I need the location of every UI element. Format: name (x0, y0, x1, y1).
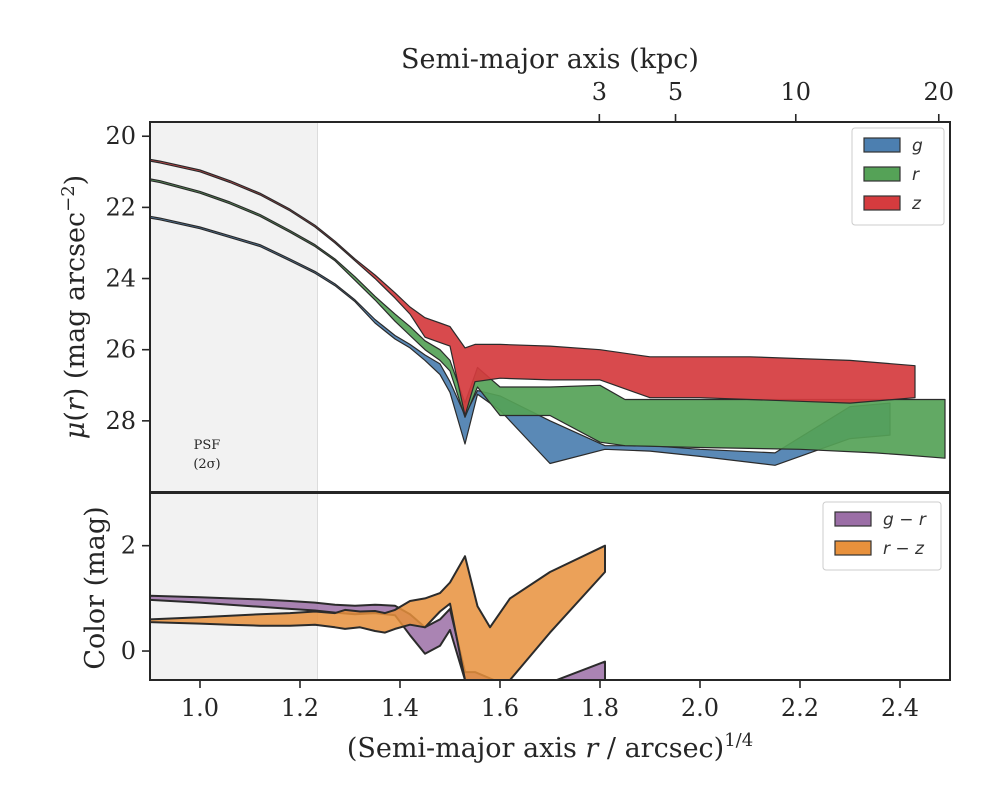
top-axis-title: Semi-major axis (kpc) (401, 44, 699, 75)
y-tick-label: 22 (105, 193, 136, 221)
kpc-tick-label: 10 (780, 78, 811, 106)
surface-brightness-band-z (150, 158, 916, 417)
legend-swatch-z (863, 195, 901, 211)
legend-swatch-g (863, 137, 901, 153)
legend-label-r: r (912, 165, 920, 185)
top-legend: grz (851, 127, 945, 226)
y-tick-label: 26 (105, 336, 136, 364)
kpc-tick-label: 3 (592, 78, 607, 106)
bottom-panel-y-axis-title: Color (mag) (80, 506, 111, 669)
legend-swatch-r-z (834, 540, 872, 556)
psf-label: PSF (194, 438, 221, 453)
legend-swatch-r (863, 166, 901, 182)
x-tick-label: 1.0 (181, 694, 219, 722)
y-tick-label: 24 (105, 265, 136, 293)
color-series (150, 544, 606, 680)
psf-shaded-region (149, 121, 318, 493)
x-tick-label: 1.6 (481, 694, 519, 722)
x-axis-title: (Semi-major axis r / arcsec)1/4 (347, 730, 753, 764)
kpc-tick-label: 5 (668, 78, 683, 106)
psf-shaded-region-bottom (149, 492, 318, 681)
psf-sigma-label: (2σ) (193, 457, 220, 472)
legend-label-g-r: g − r (883, 510, 927, 530)
x-tick-label: 1.8 (581, 694, 619, 722)
x-tick-label: 1.4 (381, 694, 419, 722)
x-tick-label: 2.0 (681, 694, 719, 722)
color-y-tick-label: 2 (121, 532, 136, 560)
bottom-panel-frame (149, 492, 951, 681)
top-panel-y-axis-title: μ(r) (mag arcsec−2) (58, 175, 91, 439)
kpc-tick-label: 20 (923, 78, 954, 106)
color-band-r-z (150, 544, 606, 680)
x-tick-label: 1.2 (281, 694, 319, 722)
legend-label-g: g (912, 136, 923, 156)
top-panel-y-ticks: 20 22 24 26 28 (105, 122, 150, 435)
bottom-panel-y-ticks: 02 (121, 532, 150, 665)
surface-brightness-band-r (150, 178, 946, 459)
y-tick-label: 20 (105, 122, 136, 150)
bottom-panel-x-ticks: 1.0 1.2 1.4 1.6 1.8 2.0 2.2 2.4 (181, 680, 919, 722)
color-y-tick-label: 0 (121, 637, 136, 665)
top-kpc-axis-ticks: 351020305075100 (592, 78, 954, 122)
surface-brightness-series (150, 158, 946, 466)
legend-label-z: z (911, 194, 922, 214)
legend-label-r-z: r − z (883, 539, 925, 559)
bottom-legend: g − r r − z (822, 501, 942, 571)
x-tick-label: 2.2 (781, 694, 819, 722)
color-panel: 02 1.0 1.2 1.4 1.6 1.8 2.0 2.2 2.4 Color (mag) … (80, 492, 951, 764)
x-tick-label: 2.4 (881, 694, 919, 722)
legend-swatch-g-r (834, 511, 872, 527)
y-tick-label: 28 (105, 407, 136, 435)
